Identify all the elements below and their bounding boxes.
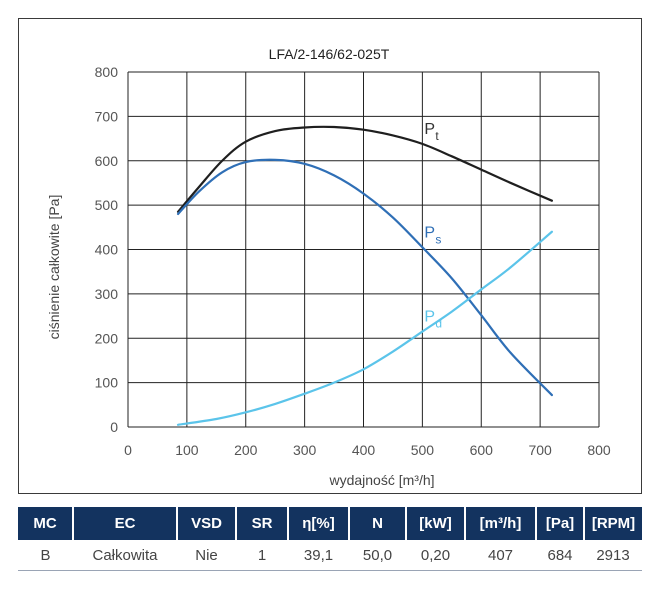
y-tick-label: 100	[95, 375, 119, 391]
chart-title: LFA/2-146/62-025T	[269, 46, 390, 62]
header-n: N	[349, 507, 407, 540]
cell-sr: 1	[236, 540, 288, 571]
y-tick-label: 200	[95, 330, 119, 346]
table-header-row: MC EC VSD SR η[%] N [kW] [m³/h] [Pa] [RP…	[18, 507, 642, 540]
y-tick-label: 800	[95, 64, 119, 80]
cell-ec: Całkowita	[73, 540, 177, 571]
series-label-sub: t	[435, 129, 439, 143]
header-flow: [m³/h]	[465, 507, 537, 540]
x-tick-label: 600	[470, 442, 494, 458]
fan-curve-chart: LFA/2-146/62-025T 0 100 200 300 400 500 600 700…	[46, 46, 611, 488]
chart-frame: LFA/2-146/62-025T 0 100 200 300 400 500 600 700…	[18, 18, 642, 494]
series-layer	[176, 125, 553, 426]
cell-efficiency: 39,1	[288, 540, 349, 571]
series-line-pt	[176, 125, 553, 213]
labels-layer: 0 100 200 300 400 500 600 700 800 0 100 200 300 400 50…	[95, 64, 611, 458]
x-tick-label: 200	[234, 442, 258, 458]
header-efficiency: η[%]	[288, 507, 350, 540]
y-tick-label: 500	[95, 197, 119, 213]
x-tick-label: 800	[587, 442, 611, 458]
cell-rpm: 2913	[584, 540, 642, 571]
cell-kw: 0,20	[406, 540, 465, 571]
header-pa: [Pa]	[536, 507, 585, 540]
x-tick-label: 700	[528, 442, 552, 458]
x-axis-title: wydajność [m³/h]	[328, 472, 434, 488]
cell-flow: 407	[465, 540, 536, 571]
x-tick-label: 0	[124, 442, 132, 458]
series-line-pd	[176, 230, 553, 426]
series-label-sub: s	[435, 232, 441, 246]
y-tick-label: 300	[95, 286, 119, 302]
table-row: B Całkowita Nie 1 39,1 50,0 0,20 407 684…	[18, 540, 642, 571]
header-sr: SR	[236, 507, 289, 540]
y-tick-label: 600	[95, 153, 119, 169]
series-label-main: P	[424, 121, 435, 138]
series-label-main: P	[424, 224, 435, 241]
cell-vsd: Nie	[177, 540, 236, 571]
header-mc: MC	[18, 507, 74, 540]
y-axis-title: ciśnienie całkowite [Pa]	[46, 195, 62, 340]
y-tick-label: 400	[95, 242, 119, 258]
cell-mc: B	[18, 540, 73, 571]
y-tick-label: 700	[95, 108, 119, 124]
series-line-ps	[176, 158, 553, 397]
grid	[127, 71, 600, 428]
header-rpm: [RPM]	[584, 507, 642, 540]
header-kw: [kW]	[406, 507, 466, 540]
series-label-main: P	[424, 309, 435, 326]
cell-pa: 684	[536, 540, 584, 571]
cell-n: 50,0	[349, 540, 406, 571]
header-vsd: VSD	[177, 507, 237, 540]
y-tick-label: 0	[110, 419, 118, 435]
series-label-sub: d	[435, 317, 442, 331]
x-tick-label: 500	[411, 442, 435, 458]
x-tick-label: 400	[352, 442, 376, 458]
spec-table: MC EC VSD SR η[%] N [kW] [m³/h] [Pa] [RP…	[18, 507, 642, 571]
x-tick-label: 100	[175, 442, 199, 458]
header-ec: EC	[73, 507, 178, 540]
x-tick-label: 300	[293, 442, 317, 458]
